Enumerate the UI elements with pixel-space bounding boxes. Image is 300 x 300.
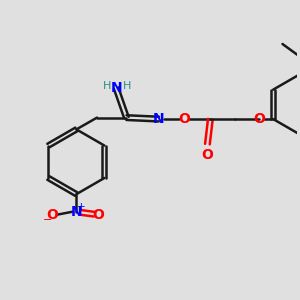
Text: O: O: [253, 112, 265, 126]
Text: O: O: [178, 112, 190, 126]
Text: O: O: [46, 208, 58, 222]
Text: N: N: [70, 205, 82, 219]
Text: −: −: [43, 215, 52, 225]
Text: O: O: [202, 148, 213, 162]
Text: +: +: [77, 202, 86, 212]
Text: H: H: [123, 81, 131, 91]
Text: N: N: [153, 112, 165, 126]
Text: O: O: [92, 208, 104, 222]
Text: H: H: [103, 81, 111, 91]
Text: N: N: [110, 81, 122, 95]
